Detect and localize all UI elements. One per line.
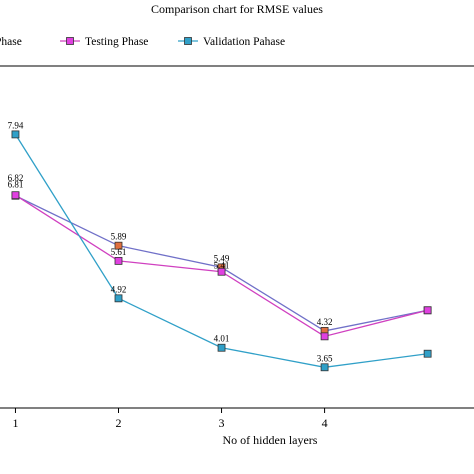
marker-series-2 <box>114 256 123 265</box>
series-group <box>11 130 432 372</box>
legend-marker <box>184 37 192 45</box>
series-line-3 <box>14 134 428 368</box>
legend-label: Testing Phase <box>85 36 148 48</box>
data-label: 4.01 <box>214 334 230 344</box>
data-label: 3.65 <box>317 353 333 363</box>
chart-title: Comparison chart for RMSE values <box>151 2 323 16</box>
marker-series-2 <box>320 332 329 341</box>
marker-series-3 <box>320 363 329 372</box>
data-label: 5.61 <box>111 247 127 257</box>
legend-marker <box>66 37 74 45</box>
data-label: 4.92 <box>111 284 127 294</box>
x-tick-label: 4 <box>322 416 328 430</box>
marker-series-2 <box>423 306 432 315</box>
x-axis-title: No of hidden layers <box>223 433 318 447</box>
marker-series-3 <box>423 349 432 358</box>
marker-series-3 <box>217 343 226 352</box>
legend: Phase Testing Phase Validation Pahase <box>0 36 285 48</box>
x-tick-label: 1 <box>12 416 18 430</box>
x-tick-label: 3 <box>219 416 225 430</box>
data-label: 5.89 <box>111 232 127 242</box>
data-labels: 7.94 6.826.81 5.89 5.61 4.92 5.495.41 4.01 4.32… <box>8 120 333 363</box>
data-label: 4.32 <box>317 317 333 327</box>
legend-label: Validation Pahase <box>203 36 285 48</box>
legend-label: Phase <box>0 36 22 48</box>
axes: 1 2 3 4 <box>0 65 474 430</box>
marker-series-1 <box>114 241 123 250</box>
data-label: 6.82 <box>8 173 24 183</box>
marker-series-3 <box>114 294 123 303</box>
x-tick-label: 2 <box>116 416 122 430</box>
data-label: 5.41 <box>214 261 230 271</box>
data-label: 5.49 <box>214 253 230 263</box>
marker-series-3 <box>11 130 20 139</box>
marker-series-2 <box>11 191 20 200</box>
marker-series-2 <box>217 267 226 276</box>
data-label: 7.94 <box>8 120 24 130</box>
data-label: 6.81 <box>8 180 24 190</box>
